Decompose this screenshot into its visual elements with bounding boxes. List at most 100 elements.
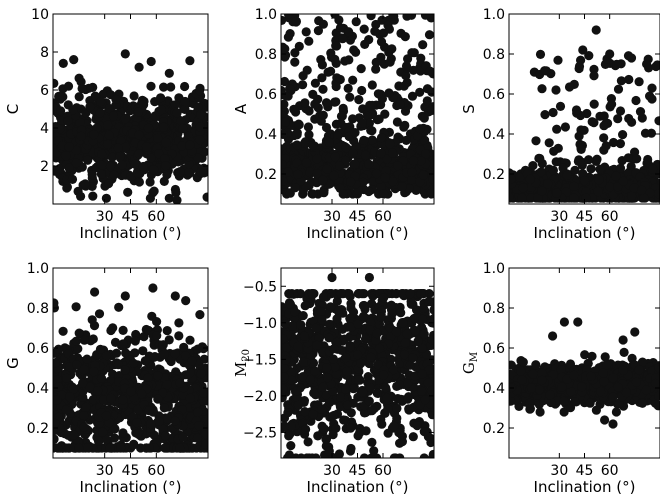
- data-point: [543, 179, 553, 189]
- data-point: [341, 143, 351, 153]
- data-point: [308, 409, 318, 419]
- data-point: [81, 402, 91, 412]
- data-point: [647, 83, 657, 93]
- data-point: [115, 151, 125, 162]
- data-point: [53, 395, 62, 405]
- data-point: [647, 94, 657, 104]
- y-tick-label: 0.4: [483, 127, 505, 143]
- data-point: [331, 41, 341, 51]
- data-point: [328, 386, 338, 396]
- data-point: [143, 123, 154, 133]
- data-point: [376, 181, 386, 192]
- data-point: [283, 167, 293, 177]
- data-point: [313, 431, 323, 441]
- data-point: [69, 55, 79, 65]
- data-point: [416, 289, 426, 299]
- y-tick-label: 0.6: [27, 341, 49, 357]
- data-point: [283, 14, 294, 19]
- data-point: [615, 163, 626, 173]
- data-point: [419, 113, 429, 123]
- data-point: [515, 172, 525, 182]
- data-point: [334, 142, 344, 152]
- data-point: [146, 153, 156, 163]
- data-point: [321, 98, 332, 108]
- data-point: [292, 129, 302, 139]
- data-point: [299, 331, 309, 341]
- data-point: [90, 287, 100, 297]
- data-point: [395, 380, 405, 390]
- data-point: [397, 431, 407, 441]
- data-point: [392, 403, 402, 413]
- x-tick-label: 45: [349, 209, 367, 225]
- y-tick-label: 0.8: [27, 301, 49, 317]
- data-point: [194, 359, 204, 369]
- data-point: [53, 443, 63, 453]
- data-point: [335, 23, 346, 33]
- y-tick-label: −2.5: [243, 425, 277, 441]
- data-point: [427, 87, 434, 97]
- data-point: [281, 363, 289, 373]
- data-point: [364, 186, 374, 197]
- y-axis-label: A: [232, 103, 250, 114]
- data-point: [152, 317, 162, 327]
- data-point: [423, 378, 433, 388]
- data-point: [374, 343, 385, 354]
- data-point: [387, 44, 397, 54]
- data-point: [286, 441, 296, 451]
- data-point: [202, 192, 208, 202]
- data-point: [193, 153, 203, 163]
- data-point: [376, 148, 386, 158]
- data-point: [425, 66, 434, 76]
- data-point: [365, 325, 375, 335]
- data-point: [300, 407, 310, 417]
- data-point: [298, 311, 308, 321]
- data-point: [160, 154, 170, 164]
- data-point: [346, 177, 356, 187]
- data-point: [281, 384, 288, 394]
- data-point: [380, 172, 390, 183]
- data-point: [144, 443, 154, 453]
- data-point: [364, 118, 374, 128]
- data-point: [65, 392, 75, 402]
- data-point: [53, 78, 59, 88]
- data-point: [282, 343, 292, 353]
- data-point: [421, 149, 431, 159]
- data-point: [77, 83, 87, 94]
- data-point: [118, 428, 128, 438]
- data-point: [357, 85, 367, 96]
- data-point: [286, 421, 296, 431]
- data-point: [287, 321, 297, 331]
- x-axis-label: Inclination (°): [307, 478, 409, 496]
- data-point: [373, 360, 383, 370]
- data-point: [426, 188, 434, 198]
- data-point: [328, 354, 338, 364]
- data-point: [133, 107, 144, 117]
- data-point: [400, 120, 410, 130]
- data-point: [401, 61, 412, 71]
- data-point: [120, 49, 130, 59]
- data-point: [93, 436, 104, 446]
- data-point: [195, 310, 205, 320]
- data-point: [201, 439, 208, 449]
- data-point: [316, 307, 326, 317]
- data-point: [619, 347, 629, 357]
- data-point: [632, 154, 642, 164]
- data-point: [422, 96, 432, 106]
- data-point: [148, 283, 158, 293]
- data-point: [552, 124, 562, 134]
- data-point: [626, 53, 637, 63]
- data-point: [385, 139, 395, 149]
- data-point: [83, 443, 93, 453]
- data-point: [317, 404, 327, 414]
- data-point: [418, 40, 428, 50]
- data-point: [284, 450, 294, 458]
- data-point: [364, 159, 374, 169]
- data-point: [281, 393, 287, 403]
- data-point: [317, 347, 328, 357]
- data-point: [120, 291, 130, 301]
- data-point: [281, 76, 290, 87]
- data-point: [323, 67, 333, 77]
- data-point: [376, 52, 386, 62]
